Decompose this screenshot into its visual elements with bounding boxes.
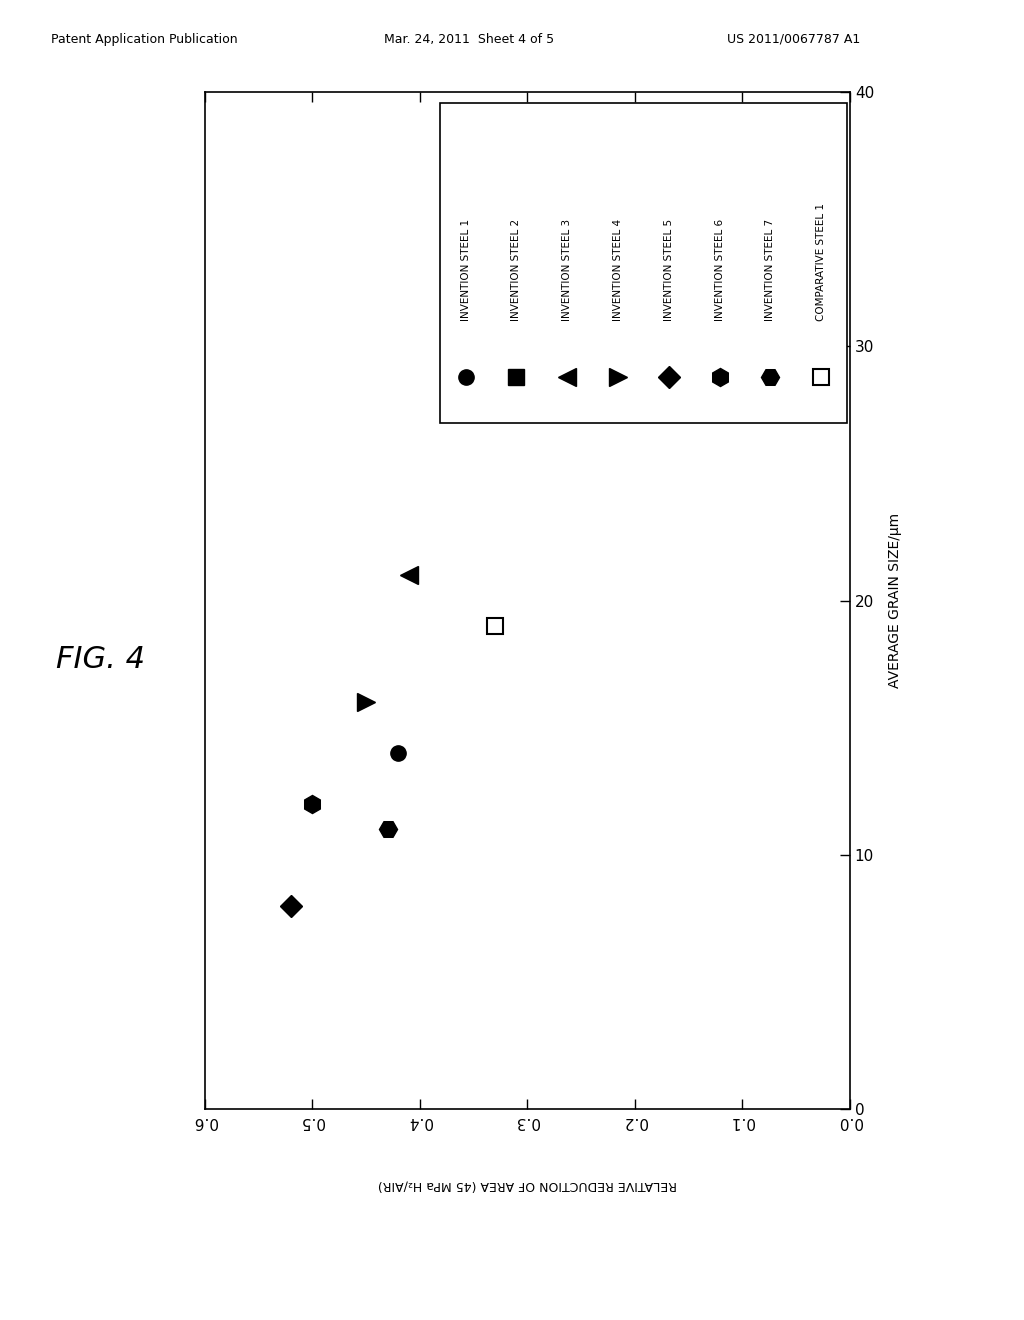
Text: US 2011/0067787 A1: US 2011/0067787 A1 [727, 33, 860, 46]
Text: Patent Application Publication: Patent Application Publication [51, 33, 238, 46]
Text: COMPARATIVE STEEL 1: COMPARATIVE STEEL 1 [816, 203, 826, 321]
Text: INVENTION STEEL 2: INVENTION STEEL 2 [511, 219, 521, 321]
Text: INVENTION STEEL 6: INVENTION STEEL 6 [715, 219, 725, 321]
Text: Mar. 24, 2011  Sheet 4 of 5: Mar. 24, 2011 Sheet 4 of 5 [384, 33, 554, 46]
Text: INVENTION STEEL 1: INVENTION STEEL 1 [461, 219, 471, 321]
Text: INVENTION STEEL 3: INVENTION STEEL 3 [562, 219, 572, 321]
Y-axis label: AVERAGE GRAIN SIZE/μm: AVERAGE GRAIN SIZE/μm [888, 513, 902, 688]
Text: INVENTION STEEL 5: INVENTION STEEL 5 [664, 219, 674, 321]
Text: INVENTION STEEL 7: INVENTION STEEL 7 [766, 219, 775, 321]
FancyBboxPatch shape [440, 103, 847, 422]
X-axis label: RELATIVE REDUCTION OF AREA (45 MPa H₂/AIR): RELATIVE REDUCTION OF AREA (45 MPa H₂/AI… [378, 1179, 677, 1192]
Text: INVENTION STEEL 4: INVENTION STEEL 4 [613, 219, 623, 321]
Text: FIG. 4: FIG. 4 [56, 645, 145, 675]
